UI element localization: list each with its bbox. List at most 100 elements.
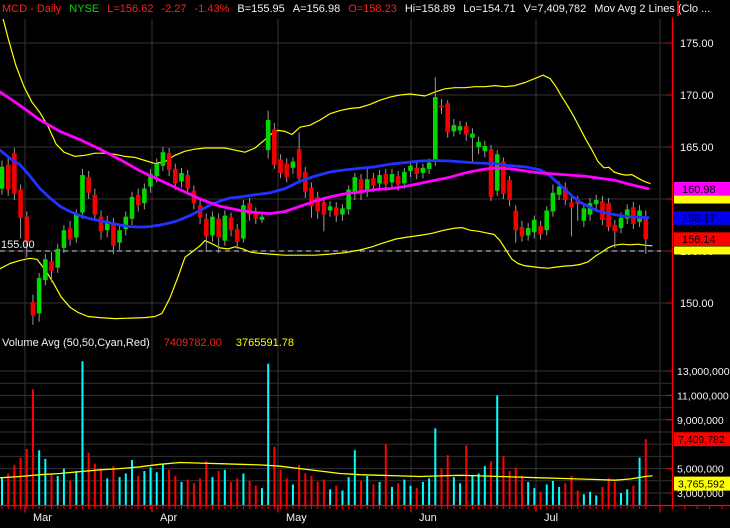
volume-study-label[interactable]: Volume Avg (50,50,Cyan,Red): [2, 337, 150, 349]
candle-down: [507, 180, 512, 201]
volume-bar-down: [25, 449, 28, 506]
volume-bar-up: [595, 495, 598, 506]
volume-bar-up: [626, 489, 629, 506]
volume-bar-down: [322, 479, 325, 506]
volume-bar-down: [508, 471, 511, 506]
volume-bar-down: [316, 482, 319, 506]
volume-bar-up: [130, 460, 133, 506]
volume-bar-up: [38, 450, 41, 506]
volume-bar-up: [291, 484, 294, 506]
candle-down: [445, 103, 450, 133]
candle-up: [160, 152, 166, 166]
volume-bar-up: [545, 484, 548, 506]
candle-down: [228, 217, 234, 231]
volume-bar-down: [273, 446, 276, 506]
candle-up: [123, 216, 129, 230]
candle-up: [61, 230, 67, 248]
candle-down: [333, 207, 339, 216]
volume-bar-up: [366, 475, 369, 506]
candle-down: [501, 161, 506, 194]
candle-down: [371, 178, 376, 186]
volume-bar-down: [298, 464, 301, 506]
candle-up: [618, 217, 624, 229]
candle-up: [476, 141, 481, 147]
volume-avg-value-yellow: 3765591.78: [235, 337, 295, 349]
indicator-label[interactable]: Mov Avg 2 Lines (Clo ...: [594, 3, 711, 15]
candle-up: [142, 188, 147, 204]
volume-bar-up: [155, 472, 158, 506]
candle-up: [259, 216, 265, 220]
candle-down: [278, 159, 283, 173]
candle-down: [49, 261, 54, 271]
candle-down: [92, 194, 98, 215]
volume-bar-up: [582, 494, 585, 506]
header-red-marker: [677, 1, 679, 16]
volume-readout: V=7,409,782: [523, 3, 587, 15]
candle-down: [173, 168, 178, 184]
volume-bar-down: [100, 468, 103, 506]
price-badge-value: 160.98: [682, 184, 716, 196]
volume-bar-up: [459, 483, 462, 506]
volume-bar-down: [285, 478, 288, 506]
volume-bar-up: [347, 477, 350, 506]
volume-bar-down: [644, 439, 647, 506]
volume-bar-up: [143, 471, 146, 506]
volume-bar-up: [620, 493, 622, 506]
volume-bar-down: [304, 473, 307, 506]
month-label: Jun: [419, 512, 437, 524]
candle-down: [606, 203, 611, 228]
volume-bar-up: [421, 482, 424, 506]
bollinger-lower-band: [0, 227, 653, 320]
alert-line-label[interactable]: 155.00: [1, 239, 35, 251]
candle-up: [624, 209, 630, 219]
volume-badge-value: 3,765,592: [678, 479, 725, 491]
candle-up: [426, 162, 432, 169]
volume-badge: [674, 476, 730, 491]
price-badge-value: 158.17: [682, 213, 716, 225]
candle-down: [272, 129, 277, 165]
volume-bar-down: [112, 466, 115, 506]
candle-up: [482, 145, 488, 152]
candle-down: [315, 196, 320, 212]
quote-header: MCD - Daily NYSE L=156.62 -2.27 -1.43% B…: [0, 0, 730, 18]
volume-axis-label: 9,000,000: [677, 415, 724, 427]
price-change: -2.27: [161, 3, 187, 15]
volume-bar-down: [446, 455, 449, 506]
volume-bar-down: [192, 483, 195, 506]
volume-bar-down: [248, 480, 251, 506]
ask-price: A=156.98: [292, 3, 341, 15]
volume-bar-down: [335, 485, 338, 506]
candle-down: [463, 126, 469, 135]
volume-bar-down: [93, 463, 96, 506]
volume-bar-up: [483, 466, 486, 506]
candle-down: [12, 153, 17, 194]
candle-up: [104, 220, 110, 231]
month-label: Apr: [160, 512, 177, 524]
candle-up: [36, 278, 42, 314]
volume-bar-up: [124, 473, 127, 506]
volume-bar-down: [254, 485, 257, 506]
volume-bar-up: [62, 468, 65, 506]
volume-bar-down: [397, 483, 400, 506]
volume-bar-down: [539, 491, 542, 506]
month-label: Mar: [33, 512, 52, 524]
candle-up: [179, 173, 184, 182]
candle-down: [321, 202, 327, 215]
volume-bar-up: [223, 469, 226, 506]
candle-down: [18, 189, 23, 218]
axes: [0, 18, 730, 513]
candle-down: [135, 194, 141, 206]
candle-down: [358, 179, 364, 194]
volume-bar-down: [360, 480, 363, 506]
volume-bar-up: [242, 473, 245, 506]
candle-up: [525, 228, 531, 236]
band-value-strip: [674, 246, 730, 255]
volume-bar-up: [533, 488, 536, 506]
volume-bar-up: [477, 473, 480, 506]
candle-down: [30, 301, 36, 316]
volume-bar-up: [180, 482, 183, 506]
ticker-symbol[interactable]: MCD - Daily: [2, 3, 62, 15]
volume-bar-up: [428, 478, 431, 506]
volume-bar-up: [471, 475, 474, 506]
